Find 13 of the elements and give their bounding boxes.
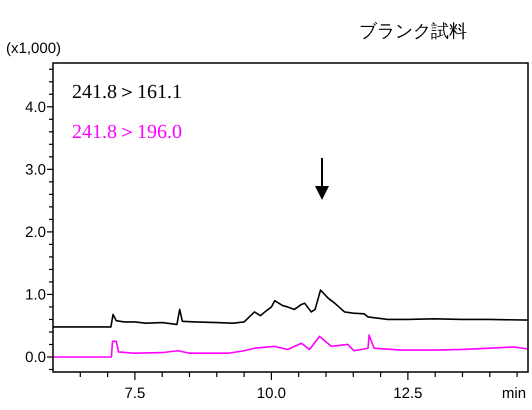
x-tick-label: 7.5 <box>124 385 146 402</box>
text: 241.8＞196.0 <box>72 121 182 143</box>
y-tick-label: 1.0 <box>25 286 46 304</box>
y-tick-label: 0.0 <box>25 348 46 366</box>
y-tick-label: 2.0 <box>25 224 46 241</box>
text: 241.8＞161.1 <box>72 81 182 103</box>
y-axis-title: (x1,000) <box>6 40 62 57</box>
x-tick-label: 12.5 <box>393 385 422 402</box>
y-tick-label: 4.0 <box>25 98 46 116</box>
chart-title: ブランク試料 <box>359 21 467 41</box>
x-tick-label: 10.0 <box>256 385 286 402</box>
y-tick-label: 3.0 <box>25 161 46 178</box>
x-axis-title: min <box>502 385 526 402</box>
